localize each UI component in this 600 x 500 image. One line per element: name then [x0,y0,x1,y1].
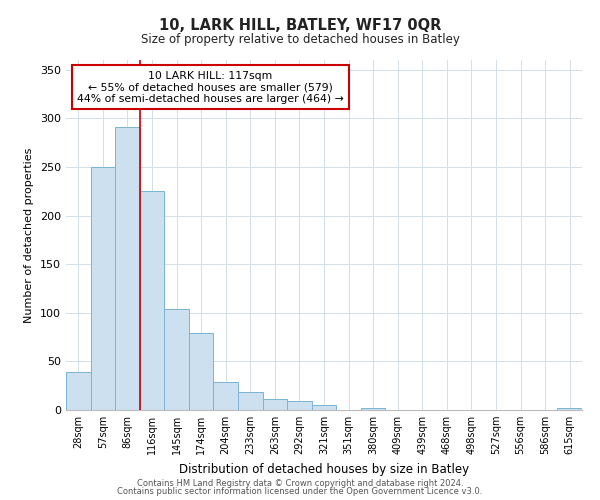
Text: 10, LARK HILL, BATLEY, WF17 0QR: 10, LARK HILL, BATLEY, WF17 0QR [159,18,441,32]
Bar [115,127,140,410]
Bar [238,392,263,410]
Bar [66,372,91,410]
Bar [312,405,336,410]
Bar [140,191,164,410]
Bar [287,401,312,410]
Text: 10 LARK HILL: 117sqm
← 55% of detached houses are smaller (579)
44% of semi-deta: 10 LARK HILL: 117sqm ← 55% of detached h… [77,70,344,104]
Bar [189,333,214,410]
Text: Contains public sector information licensed under the Open Government Licence v3: Contains public sector information licen… [118,487,482,496]
Y-axis label: Number of detached properties: Number of detached properties [25,148,34,322]
Bar [91,167,115,410]
X-axis label: Distribution of detached houses by size in Batley: Distribution of detached houses by size … [179,462,469,475]
Text: Size of property relative to detached houses in Batley: Size of property relative to detached ho… [140,32,460,46]
Bar [214,382,238,410]
Bar [361,408,385,410]
Bar [557,408,582,410]
Text: Contains HM Land Registry data © Crown copyright and database right 2024.: Contains HM Land Registry data © Crown c… [137,478,463,488]
Bar [164,309,189,410]
Bar [263,400,287,410]
